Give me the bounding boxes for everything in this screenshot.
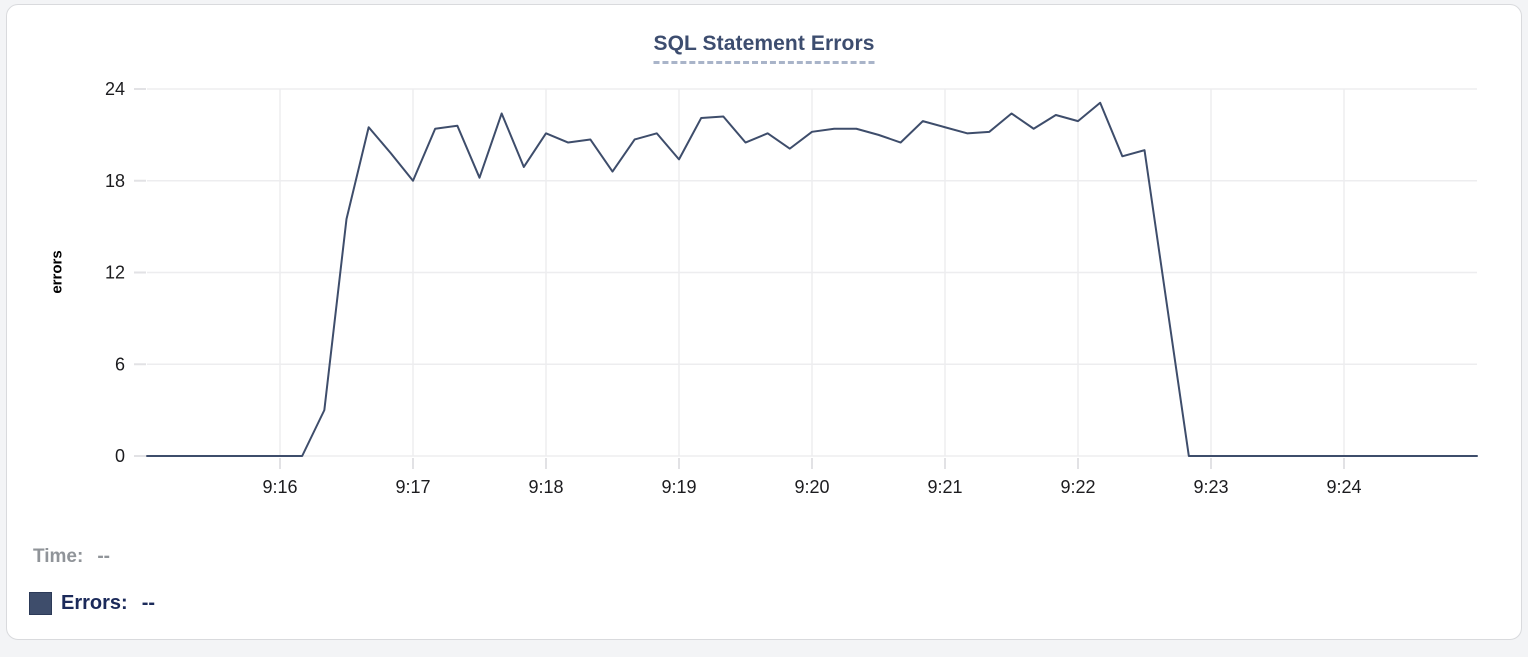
x-tick-label: 9:24 [1326, 477, 1361, 497]
time-readout: Time: -- [33, 546, 110, 568]
chart-card: SQL Statement Errors errors 0 6 12 18 24 9:16… [6, 4, 1522, 640]
y-tick-label: 0 [115, 446, 125, 466]
x-tick-label: 9:22 [1060, 477, 1095, 497]
errors-legend-label: Errors: [61, 592, 128, 614]
errors-legend[interactable]: Errors: -- [29, 592, 155, 615]
y-tick-label: 24 [105, 79, 125, 99]
errors-legend-value: -- [141, 592, 156, 614]
y-tick-label: 12 [105, 263, 125, 283]
y-tick-label: 6 [115, 354, 125, 374]
x-tick-label: 9:21 [927, 477, 962, 497]
chart-plot-area[interactable]: 0 6 12 18 24 9:16 9:17 9:18 9:19 9:20 9:21 9:22 9:23… [7, 5, 1528, 657]
x-tick-label: 9:18 [528, 477, 563, 497]
chart-title[interactable]: SQL Statement Errors [653, 32, 875, 64]
x-tick-label: 9:17 [395, 477, 430, 497]
time-readout-label: Time: [33, 546, 84, 567]
x-tick-label: 9:19 [661, 477, 696, 497]
errors-series-line [146, 101, 1478, 457]
time-readout-value: -- [97, 546, 110, 567]
legend-swatch-icon [29, 592, 52, 615]
y-tick-label: 18 [105, 171, 125, 191]
x-tick-label: 9:20 [794, 477, 829, 497]
x-tick-label: 9:16 [262, 477, 297, 497]
x-tick-label: 9:23 [1193, 477, 1228, 497]
